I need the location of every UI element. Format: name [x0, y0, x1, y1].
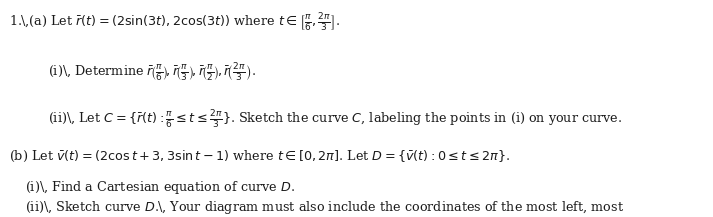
Text: (ii)\, Let $C = \{\bar{r}(t) : \frac{\pi}{6} \leq t \leq \frac{2\pi}{3}\}$. Sket: (ii)\, Let $C = \{\bar{r}(t) : \frac{\pi… [48, 108, 623, 130]
Text: (b) Let $\bar{v}(t) = (2\cos t+3, 3\sin t-1)$ where $t\in [0,2\pi]$. Let $D = \{: (b) Let $\bar{v}(t) = (2\cos t+3, 3\sin … [9, 149, 510, 164]
Text: (i)\, Find a Cartesian equation of curve $D$.: (i)\, Find a Cartesian equation of curve… [25, 179, 295, 196]
Text: (i)\, Determine $\bar{r}\!\left(\frac{\pi}{6}\right)\!,\bar{r}\!\left(\frac{\pi}: (i)\, Determine $\bar{r}\!\left(\frac{\p… [48, 61, 257, 83]
Text: 1.\,(a) Let $\bar{r}(t) = (2\sin(3t), 2\cos(3t))$ where $t \in \left[\frac{\pi}{: 1.\,(a) Let $\bar{r}(t) = (2\sin(3t), 2\… [9, 11, 340, 33]
Text: (ii)\, Sketch curve $D$.\, Your diagram must also include the coordinates of the: (ii)\, Sketch curve $D$.\, Your diagram … [25, 199, 624, 215]
